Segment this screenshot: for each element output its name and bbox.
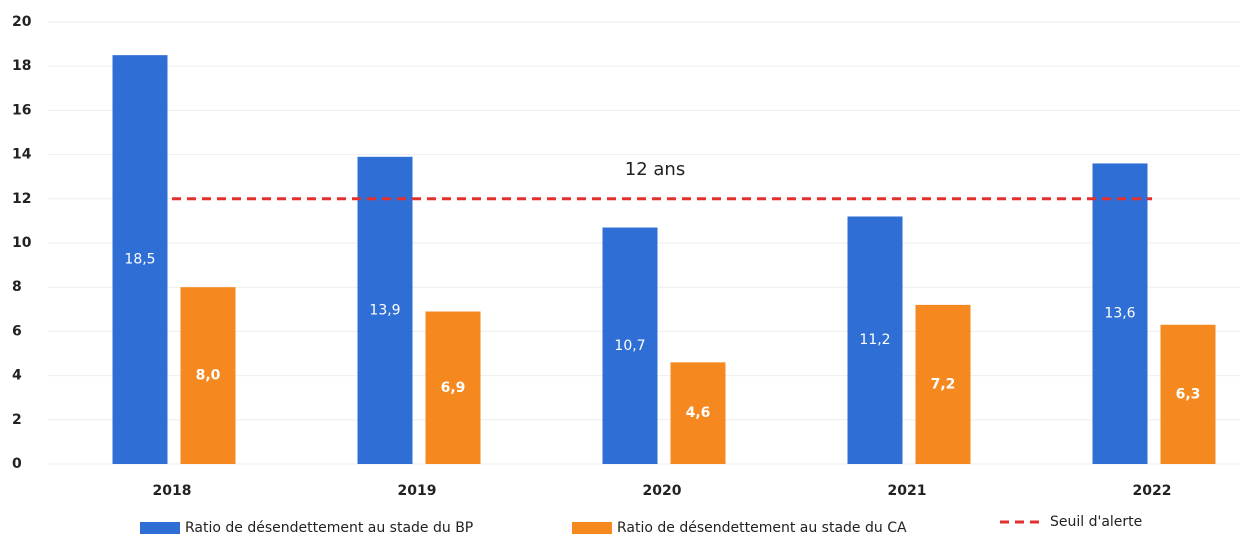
y-tick-label: 14 (12, 147, 32, 163)
y-tick-label: 10 (12, 235, 32, 251)
x-tick-label: 2019 (398, 483, 437, 499)
bar (847, 216, 903, 464)
annotation: 12 ans (625, 159, 685, 180)
x-tick-label: 2022 (1133, 483, 1172, 499)
y-tick-label: 16 (12, 102, 31, 118)
data-label: 13,9 (369, 302, 400, 318)
legend-label: Seuil d'alerte (1050, 514, 1142, 530)
data-label: 6,9 (441, 380, 466, 396)
y-tick-label: 12 (12, 191, 31, 207)
x-tick-label: 2020 (643, 483, 682, 499)
data-label: 13,6 (1104, 306, 1135, 322)
data-label: 4,6 (686, 405, 711, 421)
y-tick-label: 2 (12, 412, 22, 428)
y-tick-label: 8 (12, 279, 22, 295)
y-tick-label: 20 (12, 14, 32, 30)
bar (1160, 324, 1216, 464)
bar (425, 311, 481, 464)
x-tick-label: 2018 (153, 483, 192, 499)
legend-label: Ratio de désendettement au stade du BP (185, 520, 473, 535)
bar (602, 227, 658, 464)
bar (180, 287, 236, 464)
bar (357, 156, 413, 464)
data-label: 7,2 (931, 376, 956, 392)
y-tick-label: 6 (12, 323, 22, 339)
data-label: 18,5 (124, 252, 155, 268)
y-tick-label: 18 (12, 58, 31, 74)
data-label: 11,2 (859, 332, 890, 348)
legend-label: Ratio de désendettement au stade du CA (617, 520, 907, 535)
x-tick-label: 2021 (888, 483, 927, 499)
bar (670, 362, 726, 464)
legend-swatch (140, 522, 180, 534)
bar (1092, 163, 1148, 464)
y-tick-label: 4 (12, 368, 22, 384)
data-label: 10,7 (614, 338, 645, 354)
y-tick-label: 0 (12, 456, 22, 472)
bar (112, 55, 168, 465)
legend-swatch (572, 522, 612, 534)
data-label: 8,0 (196, 368, 221, 384)
data-label: 6,3 (1176, 386, 1201, 402)
bar (915, 304, 971, 464)
